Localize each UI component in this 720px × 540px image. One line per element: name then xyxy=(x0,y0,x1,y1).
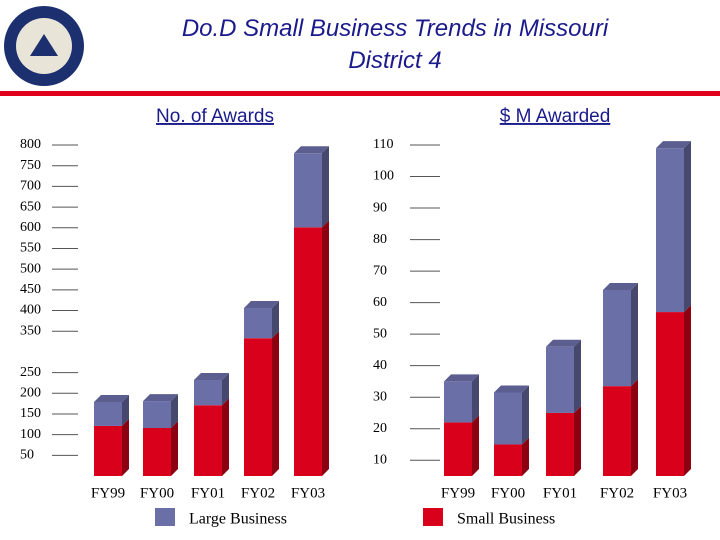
y-tick-label: 90 xyxy=(373,200,387,215)
bar-top xyxy=(244,301,279,309)
y-tick-label: 650 xyxy=(20,199,41,214)
x-tick-label: FY00 xyxy=(140,485,174,501)
x-tick-label: FY00 xyxy=(491,485,525,501)
x-tick-label: FY02 xyxy=(241,485,275,501)
x-tick-label: FY03 xyxy=(653,485,687,501)
y-tick-label: 50 xyxy=(20,448,34,463)
bar-segment xyxy=(444,422,472,476)
bar-side xyxy=(472,374,479,423)
legend-swatch xyxy=(423,508,443,526)
bar-side xyxy=(122,418,129,476)
legend-label: Large Business xyxy=(189,511,287,528)
bar-segment xyxy=(494,444,522,476)
bar-side xyxy=(631,283,638,387)
bar-top xyxy=(194,373,229,381)
y-tick-label: 60 xyxy=(373,295,387,310)
bar-segment xyxy=(444,381,472,423)
bar-side xyxy=(171,394,178,429)
bar-side xyxy=(122,394,129,426)
bar-segment xyxy=(244,338,272,476)
x-tick-label: FY01 xyxy=(191,485,225,501)
y-tick-label: 50 xyxy=(373,326,387,341)
y-tick-label: 400 xyxy=(20,303,41,318)
y-tick-label: 600 xyxy=(20,220,41,235)
bar-side xyxy=(522,385,529,445)
y-tick-label: 110 xyxy=(373,137,393,152)
bar-segment xyxy=(143,428,171,476)
bar-side xyxy=(574,405,581,476)
bar-segment xyxy=(194,405,222,476)
bar-segment xyxy=(603,386,631,476)
y-tick-label: 30 xyxy=(373,389,387,404)
x-tick-label: FY99 xyxy=(91,485,125,501)
bar-side xyxy=(222,398,229,476)
bar-top xyxy=(294,146,329,154)
bar-top xyxy=(494,385,529,393)
bar-top xyxy=(94,394,129,402)
bar-segment xyxy=(656,312,684,476)
y-tick-label: 450 xyxy=(20,282,41,297)
chart-subtitle: $ M Awarded xyxy=(500,106,611,127)
x-tick-label: FY03 xyxy=(291,485,325,501)
bar-side xyxy=(322,146,329,228)
bar-segment xyxy=(244,308,272,339)
bar-side xyxy=(472,415,479,476)
bar-side xyxy=(684,141,691,313)
bar-side xyxy=(222,373,229,406)
bar-side xyxy=(272,301,279,339)
bar-segment xyxy=(546,346,574,413)
y-tick-label: 20 xyxy=(373,421,387,436)
bar-top xyxy=(444,374,479,382)
bar-segment xyxy=(494,392,522,445)
title-line: District 4 xyxy=(348,47,441,74)
bar-segment xyxy=(94,401,122,426)
y-tick-label: 100 xyxy=(20,427,41,442)
y-tick-label: 800 xyxy=(20,137,41,152)
y-tick-label: 350 xyxy=(20,323,41,338)
y-tick-label: 700 xyxy=(20,179,41,194)
bar-top xyxy=(546,339,581,347)
bar-top xyxy=(143,394,178,402)
bar-side xyxy=(171,421,178,476)
x-tick-label: FY02 xyxy=(600,485,634,501)
chart-subtitle: No. of Awards xyxy=(156,106,274,127)
bar-top xyxy=(656,141,691,149)
bar-side xyxy=(522,437,529,476)
y-tick-label: 100 xyxy=(373,169,394,184)
bar-segment xyxy=(194,380,222,406)
bar-segment xyxy=(143,401,171,429)
slide-title: Do.D Small Business Trends in Missouri Di… xyxy=(182,15,609,74)
y-tick-label: 550 xyxy=(20,241,41,256)
header-rule xyxy=(0,91,720,96)
bar-segment xyxy=(294,227,322,476)
x-tick-label: FY01 xyxy=(543,485,577,501)
y-tick-label: 750 xyxy=(20,158,41,173)
bar-side xyxy=(631,379,638,476)
bar-segment xyxy=(603,290,631,387)
legend-label: Small Business xyxy=(457,511,555,528)
bar-side xyxy=(574,339,581,413)
y-tick-label: 200 xyxy=(20,385,41,400)
bar-side xyxy=(684,305,691,476)
y-tick-label: 40 xyxy=(373,358,387,373)
y-tick-label: 80 xyxy=(373,232,387,247)
y-tick-label: 150 xyxy=(20,406,41,421)
legend-swatch xyxy=(155,508,175,526)
title-line: Do.D Small Business Trends in Missouri xyxy=(182,15,609,42)
bar-segment xyxy=(656,148,684,313)
y-tick-label: 500 xyxy=(20,261,41,276)
y-tick-label: 250 xyxy=(20,365,41,380)
bar-side xyxy=(272,331,279,476)
y-tick-label: 10 xyxy=(373,452,387,467)
seal xyxy=(4,6,84,86)
bar-side xyxy=(322,220,329,476)
x-tick-label: FY99 xyxy=(441,485,475,501)
seal-emblem xyxy=(30,34,58,56)
y-tick-label: 70 xyxy=(373,263,387,278)
bar-segment xyxy=(546,412,574,476)
bar-segment xyxy=(294,153,322,228)
bar-top xyxy=(603,283,638,291)
bar-segment xyxy=(94,425,122,476)
